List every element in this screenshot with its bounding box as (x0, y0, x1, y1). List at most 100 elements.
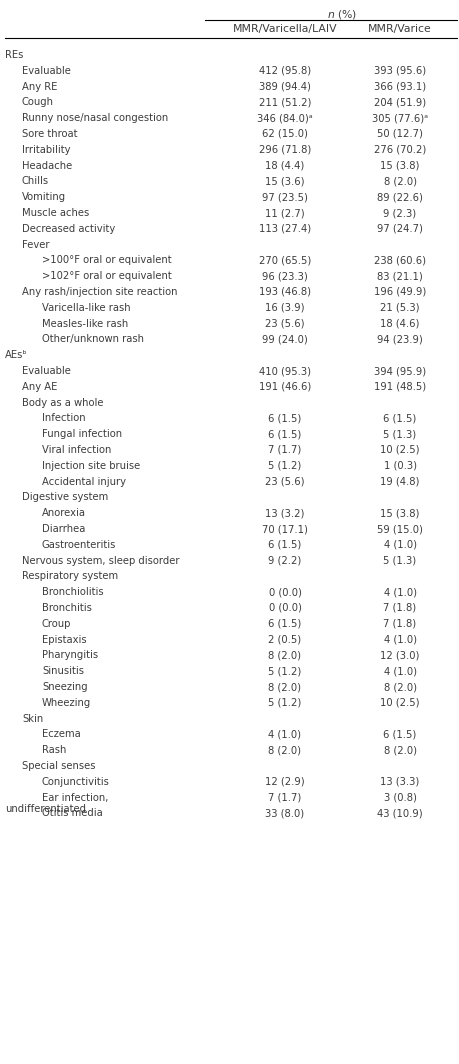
Text: 8 (2.0): 8 (2.0) (384, 745, 416, 755)
Text: 11 (2.7): 11 (2.7) (265, 207, 305, 218)
Text: 276 (70.2): 276 (70.2) (374, 145, 426, 154)
Text: $\it{n}$ (%): $\it{n}$ (%) (327, 9, 358, 21)
Text: 16 (3.9): 16 (3.9) (265, 303, 305, 313)
Text: Bronchitis: Bronchitis (42, 603, 92, 613)
Text: Varicella-like rash: Varicella-like rash (42, 303, 131, 313)
Text: 366 (93.1): 366 (93.1) (374, 82, 426, 92)
Text: Wheezing: Wheezing (42, 698, 91, 708)
Text: 191 (46.6): 191 (46.6) (259, 382, 311, 392)
Text: Sore throat: Sore throat (22, 129, 78, 139)
Text: 10 (2.5): 10 (2.5) (380, 698, 420, 708)
Text: Conjunctivitis: Conjunctivitis (42, 777, 110, 786)
Text: 10 (2.5): 10 (2.5) (380, 445, 420, 455)
Text: 19 (4.8): 19 (4.8) (381, 477, 420, 486)
Text: Fever: Fever (22, 239, 50, 250)
Text: 412 (95.8): 412 (95.8) (259, 66, 311, 76)
Text: 4 (1.0): 4 (1.0) (384, 539, 416, 550)
Text: Fungal infection: Fungal infection (42, 429, 122, 439)
Text: 5 (1.2): 5 (1.2) (269, 698, 302, 708)
Text: 59 (15.0): 59 (15.0) (377, 523, 423, 534)
Text: 6 (1.5): 6 (1.5) (383, 730, 417, 739)
Text: 8 (2.0): 8 (2.0) (269, 650, 302, 661)
Text: Body as a whole: Body as a whole (22, 398, 103, 408)
Text: 15 (3.8): 15 (3.8) (381, 509, 420, 518)
Text: 62 (15.0): 62 (15.0) (262, 129, 308, 139)
Text: 5 (1.2): 5 (1.2) (269, 666, 302, 677)
Text: 97 (24.7): 97 (24.7) (377, 223, 423, 234)
Text: Decreased activity: Decreased activity (22, 223, 115, 234)
Text: 43 (10.9): 43 (10.9) (377, 809, 423, 818)
Text: 4 (1.0): 4 (1.0) (384, 634, 416, 645)
Text: 13 (3.3): 13 (3.3) (381, 777, 420, 786)
Text: Vomiting: Vomiting (22, 193, 66, 202)
Text: Bronchiolitis: Bronchiolitis (42, 587, 104, 597)
Text: Viral infection: Viral infection (42, 445, 112, 455)
Text: >102°F oral or equivalent: >102°F oral or equivalent (42, 271, 172, 281)
Text: MMR/Varicella/LAIV: MMR/Varicella/LAIV (233, 24, 337, 34)
Text: Croup: Croup (42, 619, 72, 629)
Text: 89 (22.6): 89 (22.6) (377, 193, 423, 202)
Text: 0 (0.0): 0 (0.0) (269, 587, 302, 597)
Text: 394 (95.9): 394 (95.9) (374, 366, 426, 376)
Text: REs: REs (5, 50, 23, 60)
Text: Pharyngitis: Pharyngitis (42, 650, 98, 661)
Text: 12 (3.0): 12 (3.0) (381, 650, 420, 661)
Text: 23 (5.6): 23 (5.6) (265, 318, 305, 329)
Text: 94 (23.9): 94 (23.9) (377, 334, 423, 345)
Text: 21 (5.3): 21 (5.3) (380, 303, 420, 313)
Text: Evaluable: Evaluable (22, 66, 71, 76)
Text: 8 (2.0): 8 (2.0) (384, 177, 416, 186)
Text: MMR/Varice: MMR/Varice (368, 24, 432, 34)
Text: 7 (1.8): 7 (1.8) (383, 603, 417, 613)
Text: Rash: Rash (42, 745, 67, 755)
Text: AEsᵇ: AEsᵇ (5, 350, 28, 361)
Text: 2 (0.5): 2 (0.5) (269, 634, 302, 645)
Text: 270 (65.5): 270 (65.5) (259, 255, 311, 265)
Text: 346 (84.0)ᵃ: 346 (84.0)ᵃ (257, 113, 313, 123)
Text: 305 (77.6)ᵃ: 305 (77.6)ᵃ (372, 113, 428, 123)
Text: 7 (1.8): 7 (1.8) (383, 619, 417, 629)
Text: Anorexia: Anorexia (42, 509, 86, 518)
Text: 5 (1.2): 5 (1.2) (269, 461, 302, 470)
Text: 191 (48.5): 191 (48.5) (374, 382, 426, 392)
Text: Any AE: Any AE (22, 382, 57, 392)
Text: 9 (2.2): 9 (2.2) (269, 555, 302, 566)
Text: 196 (49.9): 196 (49.9) (374, 287, 426, 297)
Text: 4 (1.0): 4 (1.0) (384, 666, 416, 677)
Text: Other/unknown rash: Other/unknown rash (42, 334, 144, 345)
Text: 12 (2.9): 12 (2.9) (265, 777, 305, 786)
Text: 8 (2.0): 8 (2.0) (269, 745, 302, 755)
Text: Gastroenteritis: Gastroenteritis (42, 539, 117, 550)
Text: Any rash/injection site reaction: Any rash/injection site reaction (22, 287, 178, 297)
Text: 7 (1.7): 7 (1.7) (269, 445, 302, 455)
Text: 13 (3.2): 13 (3.2) (265, 509, 305, 518)
Text: 0 (0.0): 0 (0.0) (269, 603, 302, 613)
Text: 8 (2.0): 8 (2.0) (269, 682, 302, 692)
Text: Evaluable: Evaluable (22, 366, 71, 376)
Text: Digestive system: Digestive system (22, 493, 108, 502)
Text: 1 (0.3): 1 (0.3) (384, 461, 416, 470)
Text: 4 (1.0): 4 (1.0) (269, 730, 302, 739)
Text: 99 (24.0): 99 (24.0) (262, 334, 308, 345)
Text: 18 (4.4): 18 (4.4) (265, 161, 305, 170)
Text: 6 (1.5): 6 (1.5) (269, 619, 302, 629)
Text: Special senses: Special senses (22, 761, 95, 771)
Text: 23 (5.6): 23 (5.6) (265, 477, 305, 486)
Text: Ear infection,: Ear infection, (42, 793, 108, 802)
Text: 6 (1.5): 6 (1.5) (269, 539, 302, 550)
Text: Any RE: Any RE (22, 82, 57, 92)
Text: 50 (12.7): 50 (12.7) (377, 129, 423, 139)
Text: Otitis media: Otitis media (42, 809, 103, 818)
Text: 4 (1.0): 4 (1.0) (384, 587, 416, 597)
Text: 97 (23.5): 97 (23.5) (262, 193, 308, 202)
Text: 83 (21.1): 83 (21.1) (377, 271, 423, 281)
Text: 238 (60.6): 238 (60.6) (374, 255, 426, 265)
Text: Diarrhea: Diarrhea (42, 523, 85, 534)
Text: >100°F oral or equivalent: >100°F oral or equivalent (42, 255, 172, 265)
Text: Nervous system, sleep disorder: Nervous system, sleep disorder (22, 555, 179, 566)
Text: Eczema: Eczema (42, 730, 81, 739)
Text: 410 (95.3): 410 (95.3) (259, 366, 311, 376)
Text: Runny nose/nasal congestion: Runny nose/nasal congestion (22, 113, 168, 123)
Text: Muscle aches: Muscle aches (22, 207, 89, 218)
Text: 204 (51.9): 204 (51.9) (374, 98, 426, 107)
